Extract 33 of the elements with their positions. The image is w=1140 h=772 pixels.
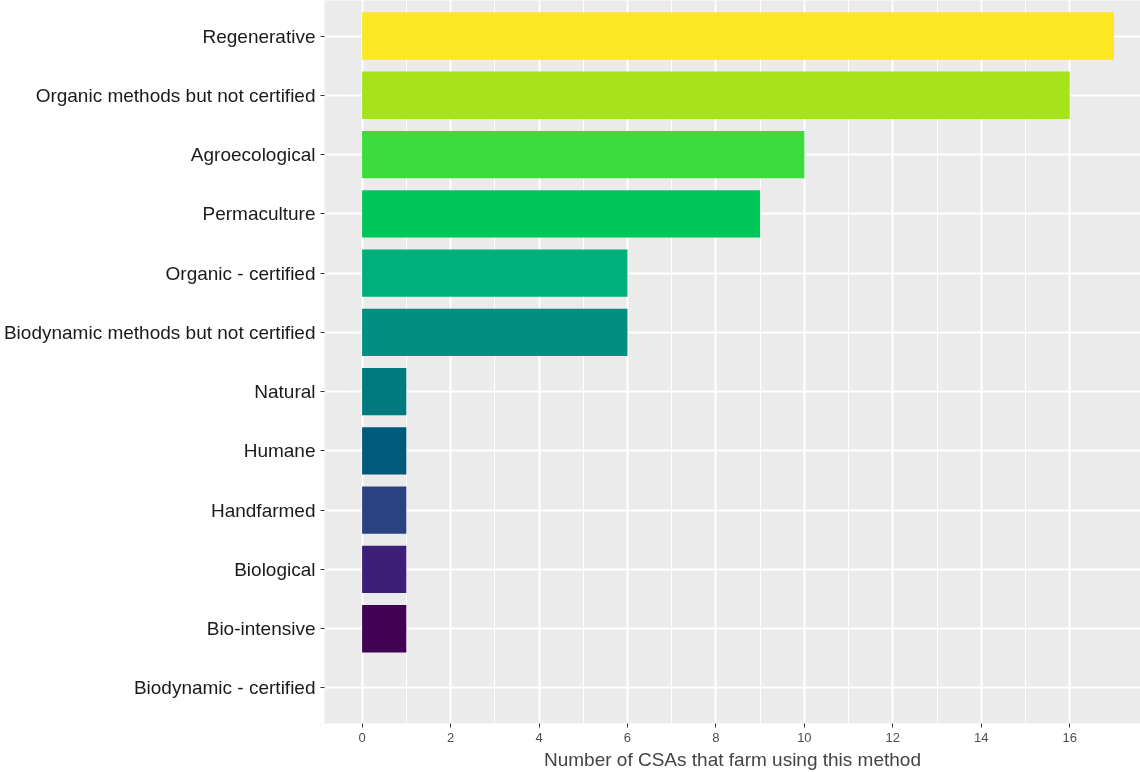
y-tick-label: Bio-intensive	[206, 618, 316, 640]
bar	[362, 545, 407, 594]
bar	[362, 367, 407, 416]
y-tick-label: Agroecological	[190, 144, 316, 166]
bar	[362, 130, 805, 179]
x-tick-label: 0	[358, 729, 366, 745]
bar	[362, 12, 1114, 60]
x-tick-label: 6	[623, 729, 632, 745]
y-tick-label: Natural	[254, 381, 316, 403]
y-tick-label: Permaculture	[202, 203, 316, 225]
x-tick-label: 12	[885, 729, 901, 745]
y-tick-label: Biodynamic methods but not certified	[3, 321, 316, 343]
bar	[362, 249, 628, 297]
y-tick-label: Handfarmed	[210, 499, 316, 521]
x-tick-label: 16	[1062, 729, 1077, 745]
x-tick-label: 14	[974, 729, 989, 745]
y-tick-label: Organic methods but not certified	[35, 84, 316, 106]
y-tick-label: Biodynamic - certified	[133, 677, 316, 699]
x-tick-label: 4	[535, 729, 543, 745]
x-tick-label: 10	[797, 729, 812, 745]
bar	[362, 486, 407, 534]
y-tick-label: Regenerative	[202, 25, 316, 47]
bar	[362, 604, 407, 653]
bar	[362, 71, 1070, 120]
y-tick-label: Biological	[234, 558, 316, 580]
y-tick-label: Humane	[243, 440, 316, 462]
x-tick-label: 2	[446, 729, 455, 745]
x-tick-label: 8	[712, 729, 720, 745]
bar	[362, 308, 628, 357]
y-tick-label: Organic - certified	[165, 262, 316, 284]
x-axis-title: Number of CSAs that farm using this method	[544, 748, 921, 770]
bar	[362, 190, 761, 238]
bar	[362, 427, 407, 475]
